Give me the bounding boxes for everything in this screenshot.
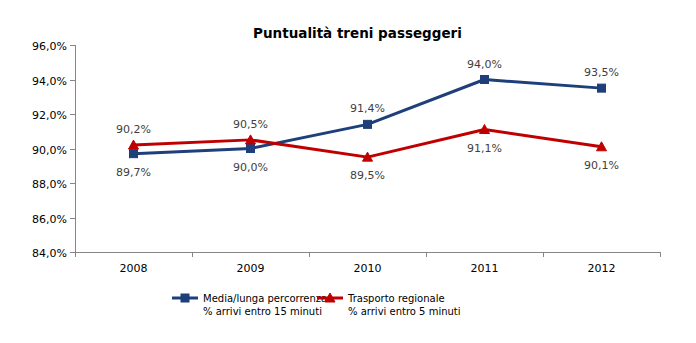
data-label: 91,4% [350,102,385,115]
y-tick-label: 90,0% [32,144,67,157]
data-label: 90,5% [233,118,268,131]
data-label: 94,0% [467,58,502,71]
data-label: 89,5% [350,169,385,182]
x-tick-label: 2010 [354,262,382,275]
y-tick [70,149,75,150]
y-tick-label: 88,0% [32,178,67,191]
x-axis [75,252,660,253]
legend-line-text: Media/lunga percorrenza [203,293,327,304]
marker [363,152,373,161]
y-tick-label: 94,0% [32,75,67,88]
x-tick-label: 2008 [120,262,148,275]
legend-line-text: % arrivi entro 15 minuti [203,306,322,317]
marker [247,145,255,153]
marker [130,150,138,158]
legend-label: Trasporto regionale % arrivi entro 5 minu… [347,293,461,317]
x-tick-label: 2012 [588,262,616,275]
chart: Puntualità treni passeggeri 84,0% 86,0% 88,… [0,0,696,343]
y-tick [70,252,75,253]
legend-marker [325,293,335,302]
legend-line-text: Trasporto regionale [347,293,445,304]
legend-line-text: % arrivi entro 5 minuti [348,306,461,317]
y-tick-label: 84,0% [32,247,67,260]
marker [598,84,606,92]
y-tick [70,218,75,219]
x-tick [426,252,427,257]
marker [129,140,139,149]
legend-marker [181,294,189,302]
x-tick [543,252,544,257]
data-label: 90,2% [116,123,151,136]
y-tick [70,114,75,115]
marker [597,142,607,151]
data-label: 90,1% [584,159,619,172]
marker [480,125,490,134]
x-tick [75,252,76,257]
x-tick [192,252,193,257]
data-label: 90,0% [233,161,268,174]
y-tick [70,183,75,184]
y-axis [75,45,76,252]
y-tick [70,80,75,81]
plot-area [129,76,607,162]
title: Puntualità treni passeggeri [253,25,462,41]
data-label: 91,1% [467,142,502,155]
data-label: 89,7% [116,166,151,179]
y-tick-label: 96,0% [32,40,67,53]
y-tick [70,45,75,46]
x-tick-label: 2011 [471,262,499,275]
marker [246,135,256,144]
x-tick [660,252,661,257]
y-tick-label: 86,0% [32,213,67,226]
y-tick-label: 92,0% [32,109,67,122]
x-tick [309,252,310,257]
marker [364,120,372,128]
x-tick-label: 2009 [237,262,265,275]
marker [481,76,489,84]
data-label: 93,5% [584,66,619,79]
legend-label: Media/lunga percorrenza % arrivi entro 15… [203,293,327,317]
